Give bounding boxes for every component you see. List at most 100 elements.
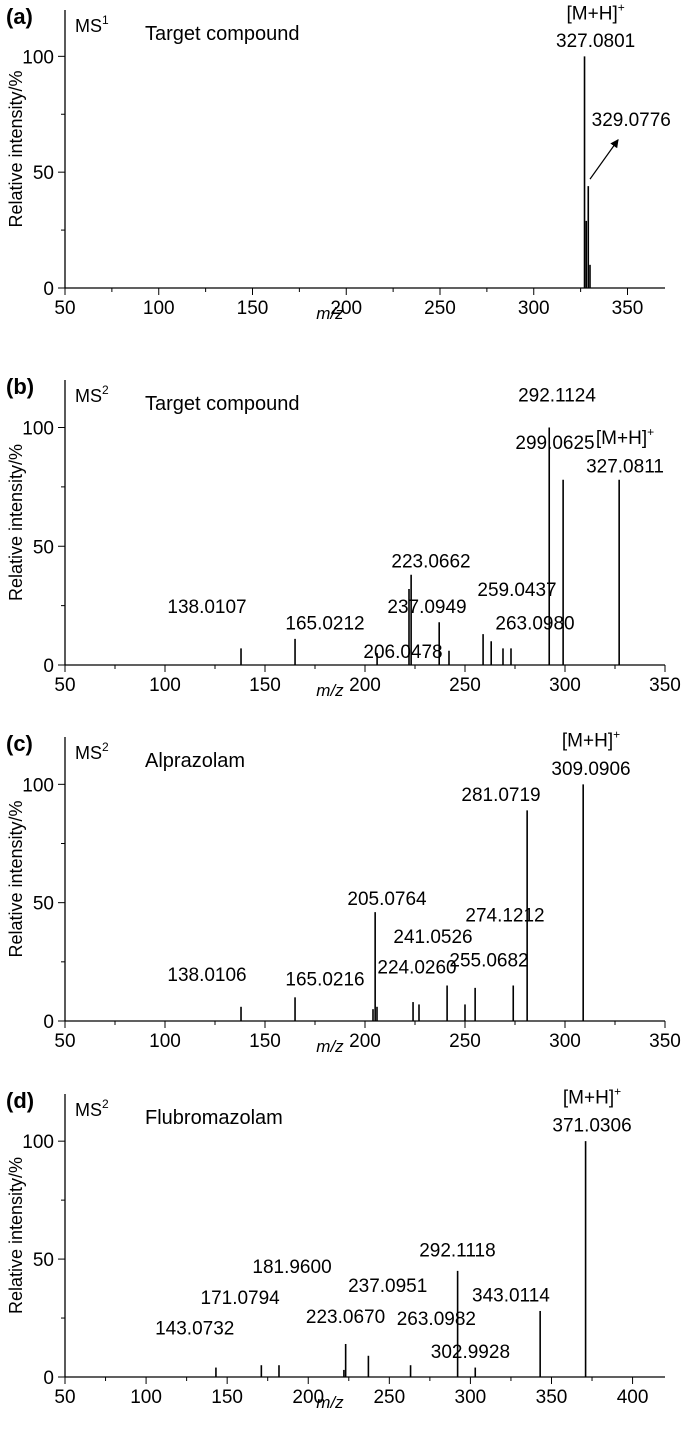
peak-annotation: 205.0764 bbox=[347, 889, 427, 910]
peak-annotation: 327.0811 bbox=[586, 457, 664, 478]
peak-annotation: 263.0982 bbox=[397, 1309, 476, 1330]
x-tick-label: 150 bbox=[211, 1387, 243, 1408]
x-tick-label: 100 bbox=[130, 1387, 162, 1408]
y-tick-label: 100 bbox=[22, 419, 54, 440]
y-tick-label: 50 bbox=[33, 163, 54, 184]
y-tick-label: 50 bbox=[33, 894, 54, 915]
ms-level-superscript: 2 bbox=[102, 1097, 109, 1111]
x-tick-label: 300 bbox=[518, 298, 550, 319]
peak-annotation: 206.0478 bbox=[363, 642, 442, 663]
y-tick-label: 50 bbox=[33, 537, 54, 558]
x-tick-label: 300 bbox=[455, 1387, 487, 1408]
peak-annotation: 138.0107 bbox=[167, 597, 246, 618]
peak-annotation: 224.0260 bbox=[377, 958, 456, 979]
peak-annotation: 255.0682 bbox=[449, 951, 528, 972]
y-axis-title: Relative intensity/% bbox=[6, 444, 26, 601]
peak-annotation: 241.0526 bbox=[393, 927, 472, 948]
annotation-superscript: + bbox=[613, 727, 620, 741]
x-tick-label: 100 bbox=[143, 298, 175, 319]
x-tick-label: 250 bbox=[449, 1031, 481, 1052]
panel-label: (d) bbox=[6, 1088, 34, 1113]
compound-name: Alprazolam bbox=[145, 750, 245, 772]
spectrum-panel: 50 100 150 200 250 300 350 400050100m/zRelative… bbox=[6, 1084, 665, 1412]
panel-label: (c) bbox=[6, 731, 33, 756]
x-axis-title: m/z bbox=[316, 1037, 344, 1056]
x-tick-label: 150 bbox=[249, 1031, 281, 1052]
peak-annotation: 223.0670 bbox=[306, 1307, 385, 1328]
peak-annotation: 292.1118 bbox=[419, 1241, 495, 1262]
compound-name: Flubromazolam bbox=[145, 1107, 283, 1129]
peak-annotation: 281.0719 bbox=[461, 785, 540, 806]
x-tick-label: 100 bbox=[149, 675, 181, 696]
y-tick-label: 100 bbox=[22, 1132, 54, 1153]
peak-annotation: 274.1212 bbox=[465, 906, 544, 927]
x-tick-label: 250 bbox=[449, 675, 481, 696]
peak-annotation: [M+H]+ bbox=[562, 727, 620, 751]
peak-annotation: 343.0114 bbox=[472, 1286, 550, 1307]
x-tick-label: 200 bbox=[349, 675, 381, 696]
peak-annotation: 309.0906 bbox=[551, 759, 630, 780]
x-tick-label: 200 bbox=[292, 1387, 324, 1408]
y-tick-label: 100 bbox=[22, 47, 54, 68]
x-tick-label: 150 bbox=[237, 298, 269, 319]
peak-annotation: 223.0662 bbox=[391, 552, 470, 573]
x-tick-label: 400 bbox=[617, 1387, 649, 1408]
ms-level-label: MS2 bbox=[75, 740, 109, 763]
x-tick-label: 350 bbox=[649, 1031, 681, 1052]
peak-annotation: [M+H]+ bbox=[567, 0, 625, 24]
peak-annotation: 237.0949 bbox=[387, 597, 466, 618]
peak-annotation: 138.0106 bbox=[167, 965, 246, 986]
x-tick-label: 50 bbox=[54, 675, 75, 696]
compound-name: Target compound bbox=[145, 23, 300, 45]
ms-level-superscript: 2 bbox=[102, 740, 109, 754]
annotation-superscript: + bbox=[647, 425, 654, 439]
y-tick-label: 0 bbox=[43, 656, 54, 677]
y-axis-title: Relative intensity/% bbox=[6, 800, 26, 957]
x-tick-label: 200 bbox=[349, 1031, 381, 1052]
annotation-superscript: + bbox=[614, 1084, 621, 1098]
x-tick-label: 350 bbox=[536, 1387, 568, 1408]
peak-annotation: [M+H]+ bbox=[596, 425, 654, 449]
x-tick-label: 250 bbox=[424, 298, 456, 319]
ms-level-superscript: 1 bbox=[102, 13, 109, 27]
peak-annotation: [M+H]+ bbox=[563, 1084, 621, 1108]
ms-level-label: MS2 bbox=[75, 383, 109, 406]
peak-annotation: 237.0951 bbox=[348, 1276, 427, 1297]
peak-annotation: 171.0794 bbox=[201, 1288, 281, 1309]
x-tick-label: 100 bbox=[149, 1031, 181, 1052]
annotation-arrow bbox=[589, 139, 619, 180]
annotation-superscript: + bbox=[618, 0, 625, 14]
x-tick-label: 350 bbox=[612, 298, 644, 319]
y-axis-title: Relative intensity/% bbox=[6, 1157, 26, 1314]
y-tick-label: 0 bbox=[43, 1012, 54, 1033]
peak-annotation: 181.9600 bbox=[252, 1257, 331, 1278]
x-tick-label: 300 bbox=[549, 675, 581, 696]
peak-annotation: 143.0732 bbox=[155, 1319, 234, 1340]
compound-name: Target compound bbox=[145, 393, 300, 415]
y-tick-label: 0 bbox=[43, 279, 54, 300]
peak-annotation: 302.9928 bbox=[431, 1342, 510, 1363]
peak-annotation: 327.0801 bbox=[556, 31, 635, 52]
x-tick-label: 50 bbox=[54, 298, 75, 319]
ms-level-label: MS1 bbox=[75, 13, 109, 36]
y-axis-title: Relative intensity/% bbox=[6, 70, 26, 227]
ms-level-superscript: 2 bbox=[102, 383, 109, 397]
y-tick-label: 50 bbox=[33, 1250, 54, 1271]
peak-annotation: 259.0437 bbox=[477, 580, 556, 601]
panel-label: (a) bbox=[6, 4, 33, 29]
y-tick-label: 0 bbox=[43, 1368, 54, 1389]
peak-annotation: 299.0625 bbox=[515, 433, 594, 454]
x-tick-label: 50 bbox=[54, 1387, 75, 1408]
panel-label: (b) bbox=[6, 374, 34, 399]
peak-annotation: 165.0212 bbox=[285, 613, 364, 634]
peak-annotation: 329.0776 bbox=[592, 110, 671, 131]
peak-annotation: 165.0216 bbox=[285, 970, 364, 991]
peak-annotation: 371.0306 bbox=[552, 1116, 631, 1137]
x-tick-label: 350 bbox=[649, 675, 681, 696]
x-tick-label: 50 bbox=[54, 1031, 75, 1052]
x-axis-title: m/z bbox=[316, 1393, 344, 1412]
